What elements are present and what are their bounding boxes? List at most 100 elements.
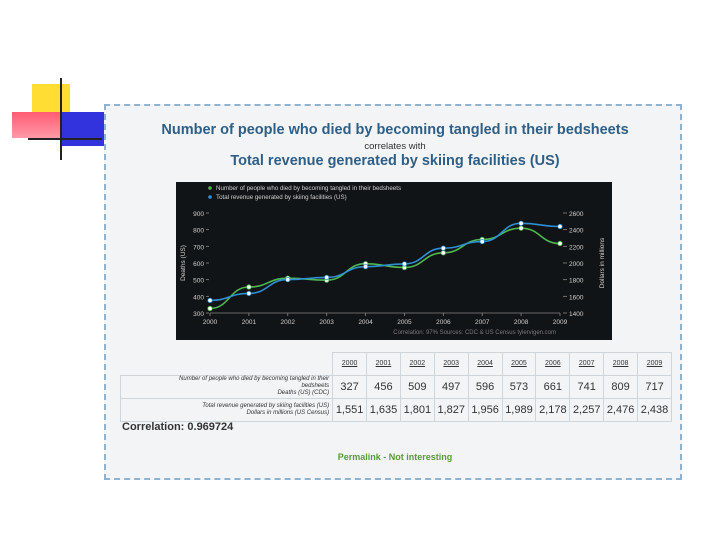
data-point-revenue <box>246 290 252 297</box>
legend-label: Number of people who died by becoming ta… <box>216 185 401 192</box>
x-tick-label: 2008 <box>514 319 529 326</box>
y-left-tick-label: 700 <box>193 244 204 251</box>
data-point-revenue <box>362 264 369 270</box>
table-cell: 497 <box>433 374 469 399</box>
chart-title: Number of people who died by becoming ta… <box>161 122 629 138</box>
line-chart: 300 400 500 600 700 800 900 1400 1600 1800 2000 220… <box>176 182 612 340</box>
x-tick-label: 2000 <box>203 319 218 326</box>
permalink-link[interactable]: Permalink - Not interesting <box>337 452 453 462</box>
y-right-tick-label: 1800 <box>569 278 584 285</box>
table-year: 2009 <box>637 352 672 376</box>
table-cell: 2,178 <box>535 397 571 422</box>
x-tick-label: 2007 <box>475 319 490 326</box>
table-year: 2007 <box>569 352 605 376</box>
table-year: 2001 <box>366 352 401 376</box>
table-cell: 327 <box>332 374 368 399</box>
table-year: 2008 <box>603 352 639 376</box>
x-tick-label: 2006 <box>436 319 451 326</box>
y-left-tick-label: 300 <box>193 311 204 318</box>
table-header-blank <box>121 353 333 376</box>
table-cell: 2,257 <box>569 397 605 422</box>
table-cell: 1,801 <box>399 397 435 422</box>
table-cell: 1,551 <box>332 397 368 422</box>
row-label-line: Number of people who died by becoming ta… <box>179 376 330 382</box>
data-point-deaths <box>518 225 524 231</box>
data-table: 2000 2001 2002 2003 2004 2005 2006 2007 … <box>119 352 672 422</box>
table-cell: 1,635 <box>366 397 401 422</box>
x-tick-label: 2005 <box>397 319 412 326</box>
table-year: 2006 <box>535 352 571 376</box>
x-tick-label: 2001 <box>242 319 257 326</box>
table-cell: 573 <box>501 374 537 399</box>
data-point-revenue <box>479 238 485 245</box>
decor-blue-square <box>60 112 104 146</box>
table-cell: 741 <box>569 374 605 399</box>
table-year: 2005 <box>501 352 537 376</box>
chart-connector: correlates with <box>364 141 426 152</box>
data-point-revenue <box>324 274 330 281</box>
row-label-line: Dollars in millions (US Census) <box>246 409 330 416</box>
data-point-deaths <box>207 305 213 312</box>
y-left-tick-label: 500 <box>193 278 204 285</box>
y-right-tick-label: 2200 <box>569 244 584 251</box>
row-label-line: Total revenue generated by skiing facili… <box>202 402 330 409</box>
y-left-tick-label: 400 <box>193 294 204 301</box>
correlation-panel: Number of people who died by becoming ta… <box>104 104 682 480</box>
table-cell: 1,827 <box>433 397 469 422</box>
x-tick-label: 2004 <box>358 319 373 326</box>
table-cell: 2,438 <box>637 397 672 422</box>
data-point-revenue <box>401 261 408 267</box>
table-row: Number of people who died by becoming ta… <box>119 374 672 399</box>
x-tick-label: 2009 <box>553 319 568 326</box>
legend-marker <box>208 195 212 199</box>
table-year: 2004 <box>467 352 503 376</box>
table-cell: 809 <box>603 374 639 399</box>
table-year: 2003 <box>433 352 469 376</box>
table-year: 2002 <box>399 352 435 376</box>
y-left-tick-label: 900 <box>193 211 204 218</box>
data-point-revenue <box>518 220 524 226</box>
table-cell: 456 <box>366 374 401 399</box>
chart-subtitle: Total revenue generated by skiing facili… <box>230 153 560 169</box>
decor-vertical-line <box>60 78 62 160</box>
data-point-revenue <box>440 245 446 251</box>
data-point-revenue <box>557 223 563 230</box>
table-cell: 1,989 <box>501 397 537 422</box>
row-label-deaths: Number of people who died by becoming ta… <box>119 374 334 399</box>
y-left-axis-label: Deaths (US) <box>180 245 187 281</box>
legend-marker <box>208 186 212 190</box>
table-cell: 2,476 <box>603 397 639 422</box>
row-label-line: bedsheets <box>301 383 330 389</box>
y-left-tick-label: 600 <box>193 261 204 268</box>
table-year: 2000 <box>332 352 368 376</box>
x-tick-label: 2003 <box>319 319 334 326</box>
legend-label: Total revenue generated by skiing facili… <box>216 194 347 201</box>
table-header-row: 2000 2001 2002 2003 2004 2005 2006 2007 … <box>121 352 672 376</box>
y-right-tick-label: 1600 <box>569 294 584 301</box>
data-point-revenue <box>285 276 291 283</box>
table-cell: 1,956 <box>467 397 503 422</box>
y-right-axis-label: Dollars in millions <box>599 237 606 288</box>
table-cell: 661 <box>535 374 571 399</box>
x-tick-label: 2002 <box>281 319 296 326</box>
decor-horizontal-line <box>28 138 102 140</box>
correlation-value: Correlation: 0.969724 <box>122 421 234 433</box>
table-cell: 509 <box>399 374 435 399</box>
series-line-revenue <box>209 222 561 302</box>
chart-footer: Correlation: 97% Sources: CDC & US Censu… <box>393 330 556 336</box>
y-right-tick-label: 2000 <box>569 261 584 268</box>
y-right-tick-label: 2600 <box>569 211 584 218</box>
chart-background <box>176 182 612 340</box>
y-left-tick-label: 800 <box>193 228 204 235</box>
data-point-deaths <box>246 284 252 290</box>
table-row: Total revenue generated by skiing facili… <box>119 397 672 422</box>
y-right-tick-label: 2400 <box>569 228 584 235</box>
data-point-deaths <box>440 250 446 256</box>
data-point-revenue <box>207 297 213 304</box>
table-cell: 596 <box>467 374 503 399</box>
table-cell: 717 <box>637 374 672 399</box>
data-point-deaths <box>557 240 563 247</box>
row-label-revenue: Total revenue generated by skiing facili… <box>119 397 334 422</box>
row-label-line: Deaths (US) (CDC) <box>277 390 330 396</box>
y-right-tick-label: 1400 <box>569 311 584 318</box>
